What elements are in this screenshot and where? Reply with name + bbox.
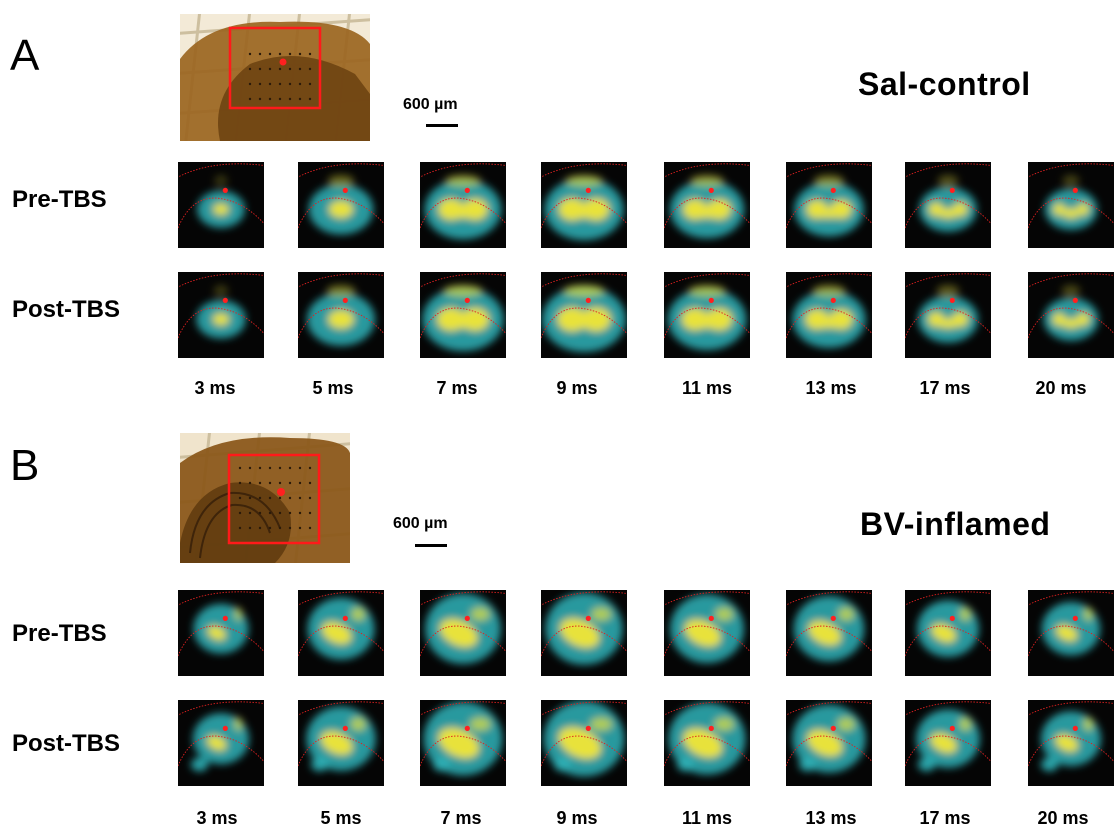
activity-map <box>298 590 384 676</box>
time-label: 20 ms <box>1035 378 1087 398</box>
activity-map <box>786 272 872 358</box>
activity-map <box>541 590 627 676</box>
panel-letter-a: A <box>10 31 40 80</box>
time-label: 13 ms <box>805 808 857 828</box>
activity-map <box>178 272 264 358</box>
time-label: 17 ms <box>919 808 971 828</box>
time-label: 7 ms <box>440 808 482 828</box>
activity-map <box>786 590 872 676</box>
activity-map <box>541 162 627 248</box>
scale-bar-b <box>415 544 447 547</box>
activity-map <box>178 590 264 676</box>
activity-map <box>298 162 384 248</box>
activity-map <box>298 272 384 358</box>
activity-map <box>541 272 627 358</box>
activity-map <box>1028 700 1114 786</box>
time-label: 5 ms <box>312 378 354 398</box>
activity-map <box>905 272 991 358</box>
scale-bar-label-a: 600 µm <box>403 96 458 113</box>
activity-map <box>664 162 750 248</box>
activity-map <box>420 590 506 676</box>
activity-map <box>420 272 506 358</box>
time-label: 17 ms <box>919 378 971 398</box>
time-label: 3 ms <box>194 378 236 398</box>
condition-title-b: BV-inflamed <box>860 506 1051 542</box>
slice-photo-b <box>180 433 350 563</box>
activity-map <box>178 700 264 786</box>
time-label: 9 ms <box>556 378 598 398</box>
activity-map <box>541 700 627 786</box>
activity-map <box>1028 272 1114 358</box>
activity-map <box>905 162 991 248</box>
activity-map <box>298 700 384 786</box>
row-label-post-a: Post-TBS <box>12 296 120 323</box>
time-label: 11 ms <box>681 808 733 828</box>
activity-map <box>1028 590 1114 676</box>
time-label: 5 ms <box>320 808 362 828</box>
row-label-post-b: Post-TBS <box>12 730 120 757</box>
time-label: 9 ms <box>556 808 598 828</box>
condition-title-a: Sal-control <box>858 66 1031 102</box>
slice-photo-a <box>180 14 370 141</box>
time-label: 7 ms <box>436 378 478 398</box>
time-label: 13 ms <box>805 378 857 398</box>
activity-map <box>664 590 750 676</box>
activity-map <box>786 162 872 248</box>
activity-map <box>420 162 506 248</box>
row-label-pre-b: Pre-TBS <box>12 620 107 647</box>
activity-map <box>664 272 750 358</box>
scale-bar-a <box>426 124 458 127</box>
activity-map <box>905 700 991 786</box>
activity-map <box>786 700 872 786</box>
activity-map <box>1028 162 1114 248</box>
activity-map <box>420 700 506 786</box>
activity-map <box>178 162 264 248</box>
time-label: 20 ms <box>1037 808 1089 828</box>
time-label: 3 ms <box>196 808 238 828</box>
scale-bar-label-b: 600 µm <box>393 515 448 532</box>
activity-map <box>905 590 991 676</box>
panel-letter-b: B <box>10 441 40 490</box>
activity-map <box>664 700 750 786</box>
row-label-pre-a: Pre-TBS <box>12 186 107 213</box>
time-label: 11 ms <box>681 378 733 398</box>
